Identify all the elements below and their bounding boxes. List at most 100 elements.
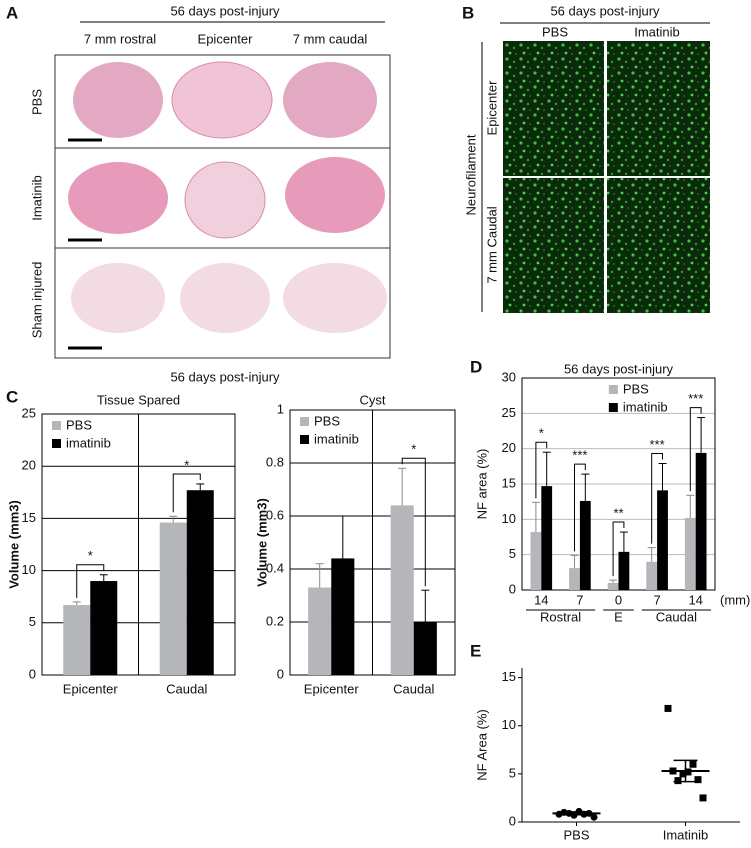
point xyxy=(674,777,682,785)
micrograph-grid xyxy=(54,54,391,359)
x-group-label: Rostral xyxy=(540,609,581,624)
y-tick-label: 0.6 xyxy=(266,507,284,522)
legend-label: imatinib xyxy=(66,435,111,450)
y-tick-label: 0 xyxy=(509,581,516,596)
bar xyxy=(530,532,542,590)
stain-label: Neurofilament xyxy=(463,134,478,215)
x-group-label: E xyxy=(614,609,623,624)
y-tick-label: 0 xyxy=(29,666,36,681)
x-tick-label: 0 xyxy=(615,592,622,607)
significance-bracket xyxy=(76,564,105,598)
x-tick-label: 14 xyxy=(688,592,702,607)
column-label: Imatinib xyxy=(634,24,680,39)
bar xyxy=(618,551,630,590)
y-tick-label: 25 xyxy=(22,405,36,420)
y-tick-label: 5 xyxy=(509,765,516,780)
legend-swatch xyxy=(608,385,618,394)
x-group-label: Caudal xyxy=(656,609,697,624)
bar xyxy=(308,587,332,675)
panel-label: C xyxy=(6,387,18,406)
column-label: PBS xyxy=(542,24,568,39)
bar xyxy=(657,490,668,590)
micrograph-grid xyxy=(481,41,710,313)
chart-title: 56 days post-injury xyxy=(564,361,674,376)
y-tick-label: 5 xyxy=(29,614,36,629)
point xyxy=(689,760,697,768)
legend-label: imatinib xyxy=(623,399,668,414)
significance-label: * xyxy=(184,457,189,472)
x-unit: (mm) xyxy=(720,592,750,607)
y-tick-label: 20 xyxy=(502,440,516,455)
y-tick-label: 0 xyxy=(509,813,516,828)
row-label: Epicenter xyxy=(484,80,499,136)
significance-label: * xyxy=(88,548,93,563)
y-tick-label: 0.2 xyxy=(266,613,284,628)
significance-bracket xyxy=(573,463,586,552)
bar xyxy=(413,622,437,675)
chart-title: Cyst xyxy=(360,392,386,407)
significance-bracket xyxy=(651,453,664,544)
legend-swatch xyxy=(52,439,61,448)
significance-bracket xyxy=(612,521,625,577)
y-axis-title: NF area (%) xyxy=(474,449,489,520)
significance-bracket xyxy=(689,407,702,492)
column-label: 7 mm caudal xyxy=(293,31,368,46)
x-tick-label: Caudal xyxy=(393,681,434,696)
legend-swatch xyxy=(300,417,309,426)
bar xyxy=(569,568,580,590)
legend-label: PBS xyxy=(623,381,649,396)
y-axis-title: Volume (mm3) xyxy=(6,500,21,589)
significance-bracket xyxy=(535,441,548,499)
y-tick-label: 5 xyxy=(509,546,516,561)
panel-title: 56 days post-injury xyxy=(550,3,660,18)
bar xyxy=(684,517,696,590)
significance-label: *** xyxy=(572,448,587,463)
panel-label: D xyxy=(470,357,482,376)
point xyxy=(679,770,687,778)
y-tick-label: 15 xyxy=(502,669,516,684)
y-tick-label: 15 xyxy=(502,475,516,490)
y-tick-label: 25 xyxy=(502,405,516,420)
bar xyxy=(607,582,619,590)
legend-label: imatinib xyxy=(314,431,359,446)
y-tick-label: 1 xyxy=(277,401,284,416)
bar xyxy=(390,505,414,675)
y-tick-label: 0.4 xyxy=(266,560,284,575)
significance-bracket xyxy=(172,473,201,513)
panel-label: A xyxy=(6,3,18,22)
y-tick-label: 30 xyxy=(502,369,516,384)
y-tick-label: 20 xyxy=(22,458,36,473)
y-tick-label: 15 xyxy=(22,510,36,525)
x-tick-label: Caudal xyxy=(166,681,207,696)
panel-title: 56 days post-injury xyxy=(170,3,280,18)
y-tick-label: 10 xyxy=(502,511,516,526)
legend-label: PBS xyxy=(314,413,340,428)
significance-label: *** xyxy=(650,437,665,452)
x-tick-label: PBS xyxy=(563,827,589,842)
significance-label: * xyxy=(411,442,416,457)
x-tick-label: 7 xyxy=(653,592,660,607)
x-tick-label: Epicenter xyxy=(63,681,119,696)
significance-label: ** xyxy=(613,505,623,520)
significance-bracket xyxy=(401,457,426,587)
row-label: Sham injured xyxy=(29,262,44,339)
bar xyxy=(579,500,591,590)
bar xyxy=(186,490,214,675)
point xyxy=(590,813,598,821)
legend-swatch xyxy=(52,421,61,430)
y-axis-title: Volume (mm3) xyxy=(254,498,269,587)
legend-label: PBS xyxy=(66,417,92,432)
column-label: Epicenter xyxy=(198,31,254,46)
legend-swatch xyxy=(300,435,309,444)
column-label: 7 mm rostral xyxy=(84,31,156,46)
point xyxy=(699,794,707,802)
y-tick-label: 10 xyxy=(502,717,516,732)
row-label: Imatinib xyxy=(29,175,44,221)
bar xyxy=(646,561,658,590)
legend-swatch xyxy=(608,403,618,412)
panel-label: B xyxy=(462,3,474,22)
row-label: PBS xyxy=(29,89,44,115)
bar xyxy=(331,558,355,675)
y-tick-label: 0 xyxy=(277,666,284,681)
